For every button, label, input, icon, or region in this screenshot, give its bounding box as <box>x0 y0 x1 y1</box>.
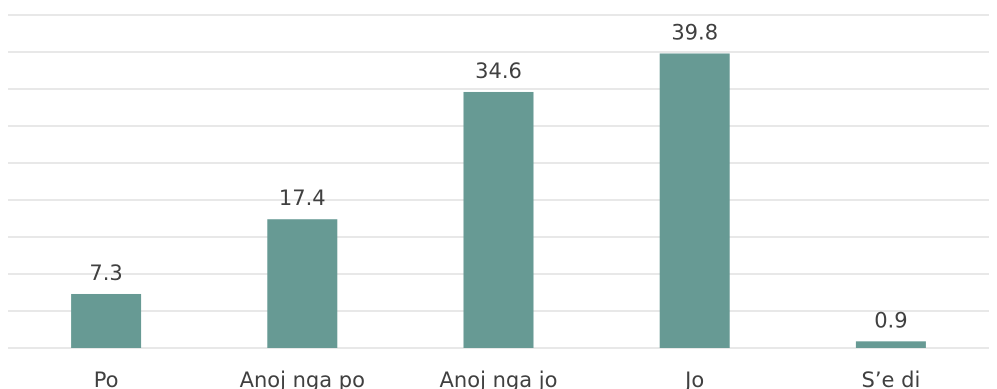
category-label: S’e di <box>862 368 921 389</box>
category-label: Jo <box>683 368 704 389</box>
data-label: 39.8 <box>671 20 718 44</box>
category-label: Anoj nga po <box>240 368 365 389</box>
bars <box>71 53 926 349</box>
category-labels: Po Anoj nga po Anoj nga jo Jo S’e di <box>94 368 921 389</box>
data-label: 17.4 <box>279 186 326 210</box>
data-labels: 7.3 17.4 34.6 39.8 0.9 <box>89 20 907 332</box>
bar <box>855 341 926 348</box>
category-label: Anoj nga jo <box>440 368 558 389</box>
bar <box>267 219 338 348</box>
data-label: 7.3 <box>89 261 122 285</box>
category-label: Po <box>94 368 119 389</box>
bar <box>659 53 730 348</box>
bar <box>463 91 534 349</box>
bar <box>71 293 142 348</box>
data-label: 34.6 <box>475 59 522 83</box>
data-label: 0.9 <box>874 308 907 332</box>
